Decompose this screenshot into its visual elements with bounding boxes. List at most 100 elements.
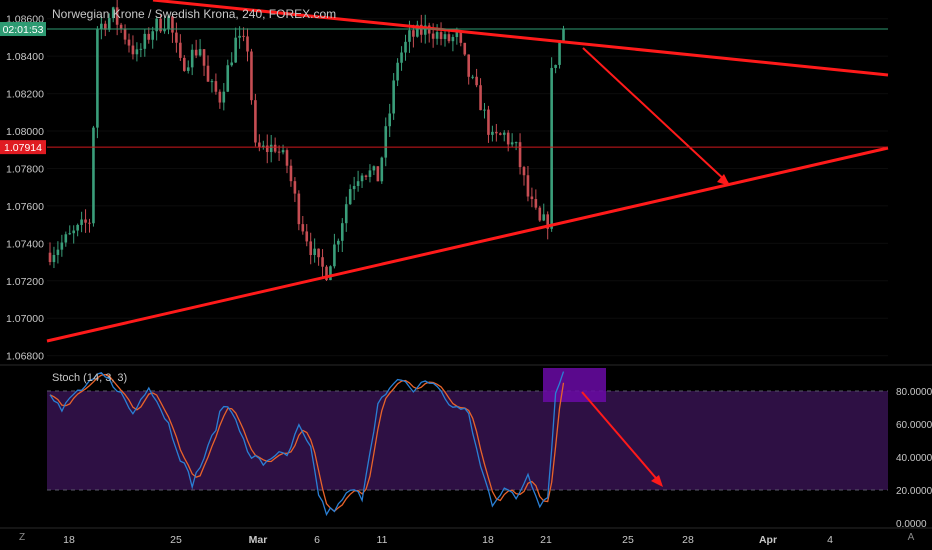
candle-body (139, 48, 143, 50)
stochastic-pane[interactable]: Stoch (14, 3, 3) 80.0000 60.0000 40.0000 20… (47, 368, 932, 530)
candle-body (443, 34, 447, 39)
candle-body (487, 109, 490, 135)
candle-body (175, 32, 178, 43)
candle-body (510, 142, 514, 145)
projection-arrow-shaft[interactable] (582, 47, 729, 184)
stoch-tick-label: 60.0000 (896, 420, 932, 431)
time-axis[interactable]: 18 25 Mar 6 11 18 21 25 28 Apr 4 (63, 534, 833, 546)
time-tick-label: 25 (170, 534, 182, 546)
candle-body (329, 266, 332, 281)
candle-body (467, 54, 470, 77)
time-tick-label: 18 (63, 534, 75, 546)
candle-body (305, 231, 309, 242)
candle-body (143, 33, 147, 49)
candle-body (202, 49, 206, 66)
candle-body (297, 193, 301, 225)
price-axis[interactable]: 1.086001.084001.082001.080001.078001.076… (0, 14, 46, 363)
candle-body (115, 7, 119, 25)
candle-body (313, 248, 316, 256)
candle-body (352, 185, 356, 190)
candle-body (435, 32, 439, 39)
candle-body (479, 85, 482, 111)
candle-body (289, 165, 293, 182)
candle-body (250, 51, 253, 101)
stoch-highlight-box[interactable] (543, 368, 606, 402)
candle-body (226, 65, 230, 92)
candle-body (72, 230, 75, 234)
candles (48, 0, 565, 281)
candle-body (546, 214, 549, 229)
candle-body (550, 67, 553, 229)
price-marker-text: 1.07914 (4, 142, 42, 154)
candle-body (273, 144, 277, 152)
stoch-k-line (49, 371, 565, 517)
candle-body (534, 199, 538, 208)
candle-body (206, 65, 210, 82)
candle-body (135, 49, 139, 55)
candle-body (246, 36, 249, 52)
candle-body (348, 189, 352, 205)
lower-trendline[interactable] (46, 146, 889, 343)
candle-body (558, 42, 561, 65)
time-tick-label: Mar (249, 534, 268, 546)
candle-body (123, 28, 127, 40)
price-tick-label: 1.07400 (6, 238, 44, 250)
candle-body (277, 151, 281, 153)
candle-body (301, 224, 305, 232)
candle-body (495, 131, 498, 134)
time-tick-label: 4 (827, 534, 833, 546)
candle-body (210, 81, 214, 83)
trendlines[interactable] (46, 0, 889, 343)
price-marker-background (0, 140, 46, 155)
candle-body (230, 62, 233, 66)
candle-body (167, 16, 170, 29)
candle-body (52, 254, 56, 263)
candle-body (131, 45, 135, 55)
candle-body (171, 16, 174, 33)
candle-body (317, 248, 320, 258)
candle-body (463, 42, 467, 55)
candle-body (64, 234, 68, 243)
price-pane[interactable]: Norwegian Krone / Swedish Krona, 240, FO… (46, 0, 889, 357)
stoch-arrow-head (651, 475, 663, 487)
auto-scale-button[interactable]: A (907, 532, 915, 543)
candle-body (376, 166, 380, 182)
candle-body (451, 37, 455, 42)
candle-body (372, 166, 376, 171)
price-tick-label: 1.07800 (6, 163, 44, 175)
zoom-button[interactable]: Z (18, 532, 26, 543)
candle-body (119, 24, 123, 29)
candle-body (159, 18, 162, 32)
candle-body (542, 214, 546, 221)
candle-body (337, 240, 340, 245)
candle-body (321, 257, 324, 267)
candle-body (222, 91, 226, 103)
candle-body (431, 33, 435, 39)
candle-body (155, 18, 158, 32)
candle-body (404, 41, 407, 53)
symbol-title: Norwegian Krone / Swedish Krona, 240, FO… (52, 7, 336, 21)
candle-body (254, 100, 257, 143)
candle-body (506, 132, 510, 145)
price-tick-label: 1.07000 (6, 313, 44, 325)
candle-body (96, 29, 99, 128)
price-tick-label: 1.06800 (6, 351, 44, 363)
price-tick-label: 1.08400 (6, 51, 44, 63)
time-tick-label: 18 (482, 534, 494, 546)
price-tick-label: 1.08000 (6, 126, 44, 138)
candle-body (198, 49, 202, 56)
candle-body (384, 126, 388, 158)
candle-body (439, 32, 443, 39)
candle-body (238, 35, 241, 38)
countdown-background (0, 22, 46, 37)
candle-body (100, 23, 103, 30)
upper-trendline[interactable] (152, 0, 889, 77)
projection-arrow-head (717, 174, 730, 186)
candle-body (111, 7, 115, 19)
stoch-title: Stoch (14, 3, 3) (52, 372, 127, 384)
candle-body (104, 23, 107, 30)
time-tick-label: 25 (622, 534, 634, 546)
stoch-arrow-shaft[interactable] (581, 391, 662, 485)
candle-body (80, 219, 83, 225)
